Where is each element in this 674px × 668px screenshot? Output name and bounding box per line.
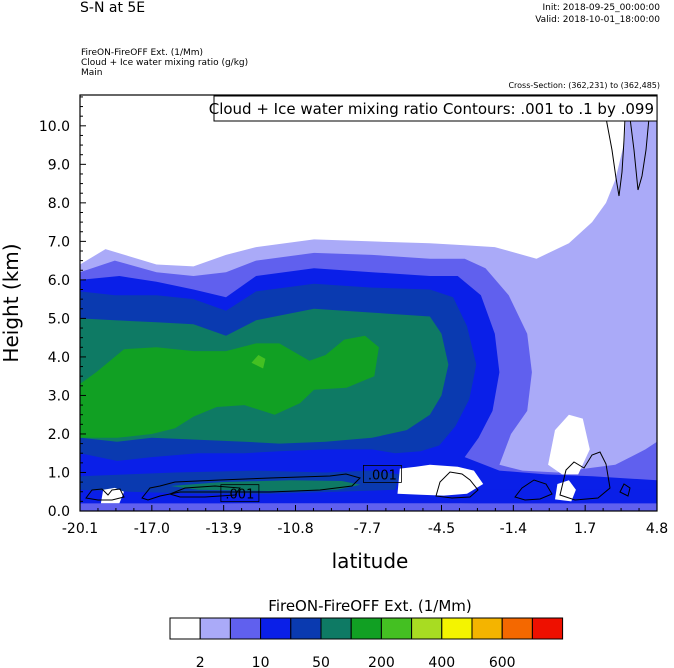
contour-annotation-text: Cloud + Ice water mixing ratio Contours:…	[209, 100, 654, 118]
y-tick-label-7: 7.0	[48, 234, 70, 250]
y-tick-label-2: 2.0	[48, 427, 70, 443]
region-13	[100, 487, 124, 504]
colorbar-label-4: 400	[428, 655, 455, 668]
colorbar-swatch-7	[380, 617, 413, 640]
contour-labels: .001 .001	[220, 465, 402, 503]
cross-section-label: Cross-Section: (362,231) to (362,485)	[508, 81, 660, 90]
x-tick-label-0: -20.1	[62, 521, 98, 537]
colorbar-swatch-5	[320, 617, 352, 640]
y-tick-label-0: 0.0	[48, 504, 70, 520]
contour-line-low-right-d	[619, 483, 631, 497]
init-valid-block: Init: 2018-09-25_00:00:00 Valid: 2018-10…	[535, 2, 660, 26]
colorbar-swatch-9	[441, 617, 473, 640]
colorbar-swatch-12	[531, 617, 564, 640]
y-tick-label-4: 4.0	[48, 350, 70, 366]
colorbar: 2 10 50 200 400 600	[169, 617, 564, 668]
x-tick-label-6: -1.4	[500, 521, 527, 537]
y-tick-label-8: 8.0	[48, 196, 70, 212]
contour-lines	[85, 117, 650, 501]
y-tick-label-5: 5.0	[48, 311, 70, 327]
contour-label-1: .001	[368, 468, 397, 483]
contour-annotation-box: Cloud + Ice water mixing ratio Contours:…	[209, 95, 658, 122]
contour-line-right-peak	[605, 117, 626, 197]
y-axis: 0.0 1.0 2.0 3.0 4.0 5.0 6.0 7.0 8.0 9.0 10.0	[39, 96, 86, 520]
contour-line-low-right-b	[514, 479, 553, 501]
colorbar-swatch-1	[199, 617, 231, 640]
colorbar-label-0: 2	[196, 655, 205, 668]
y-tick-label-3: 3.0	[48, 388, 70, 404]
contour-line-low-right-a	[435, 471, 479, 499]
contour-label-box-0	[220, 484, 260, 503]
x-axis: -20.1 -17.0 -13.9 -10.8 -7.7 -4.5 -1.4 1.7 4.8	[62, 505, 668, 537]
colorbar-swatch-11	[501, 617, 533, 640]
x-tick-label-1: -17.0	[134, 521, 170, 537]
colorbar-swatch-0	[169, 617, 201, 640]
y-tick-label-6: 6.0	[48, 273, 70, 289]
contour-line-low-left	[85, 488, 125, 501]
y-axis-label: Height (km)	[0, 243, 23, 362]
region-7	[80, 503, 657, 511]
variable-line-1: FireON-FireOFF Ext. (1/Mm)	[81, 48, 204, 58]
contour-line-right-peak-2	[629, 117, 650, 191]
region-14	[555, 480, 576, 502]
contour-label-0: .001	[225, 488, 254, 503]
x-axis-label: latitude	[332, 549, 409, 573]
colorbar-swatch-6	[350, 617, 382, 640]
colorbar-swatch-2	[229, 617, 262, 640]
region-5	[80, 335, 379, 438]
x-tick-label-8: 4.8	[646, 521, 668, 537]
region-10	[170, 480, 361, 491]
variable-line-2: Cloud + Ice water mixing ratio (g/kg)	[81, 58, 249, 68]
x-tick-label-2: -13.9	[206, 521, 242, 537]
plot-area	[80, 95, 657, 511]
init-time: Init: 2018-09-25_00:00:00	[542, 3, 660, 13]
colorbar-label-2: 50	[312, 655, 330, 668]
valid-time: Valid: 2018-10-01_18:00:00	[535, 15, 660, 25]
colorbar-label-5: 600	[489, 655, 516, 668]
y-tick-label-1: 1.0	[48, 465, 70, 481]
colorbar-swatch-4	[290, 617, 322, 640]
variable-line-3: Main	[81, 68, 103, 78]
x-tick-label-5: -4.5	[428, 521, 455, 537]
y-tick-label-9: 9.0	[48, 157, 70, 173]
contour-line-low-mid-2	[168, 485, 241, 498]
colorbar-label-1: 10	[252, 655, 270, 668]
colorbar-swatch-8	[411, 617, 443, 640]
colorbar-swatch-3	[260, 617, 292, 640]
page-title: S-N at 5E	[80, 0, 146, 16]
colorbar-swatch-10	[471, 617, 503, 640]
contour-label-box-1	[363, 465, 402, 483]
contour-line-low-mid	[141, 473, 361, 501]
contour-line-low-right-c	[559, 451, 611, 501]
colorbar-label-3: 200	[368, 655, 395, 668]
region-12	[548, 414, 590, 475]
x-tick-label-7: 1.7	[574, 521, 596, 537]
x-tick-label-3: -10.8	[277, 521, 313, 537]
y-tick-label-10: 10.0	[39, 119, 70, 135]
plot-frame	[79, 94, 658, 512]
colorbar-title: FireON-FireOFF Ext. (1/Mm)	[268, 597, 471, 615]
x-tick-label-4: -7.7	[354, 521, 381, 537]
region-6	[251, 355, 266, 369]
variable-description: FireON-FireOFF Ext. (1/Mm) Cloud + Ice w…	[81, 48, 248, 78]
region-11	[397, 464, 484, 496]
